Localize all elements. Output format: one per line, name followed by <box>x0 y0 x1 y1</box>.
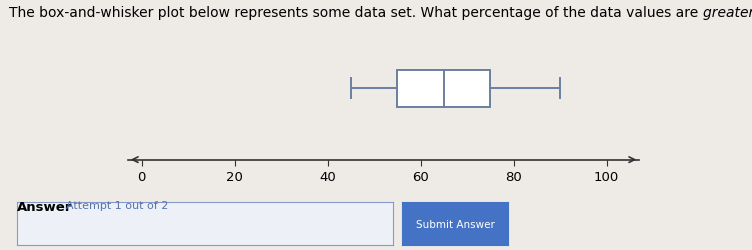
Text: Answer: Answer <box>17 200 72 213</box>
Text: Submit Answer: Submit Answer <box>416 219 494 229</box>
Text: greater than or equal to 70: greater than or equal to 70 <box>702 6 752 20</box>
Text: The box-and-whisker plot below represents some data set. What percentage of the : The box-and-whisker plot below represent… <box>9 6 702 20</box>
Text: Attempt 1 out of 2: Attempt 1 out of 2 <box>66 200 168 210</box>
Bar <box>398 70 490 107</box>
